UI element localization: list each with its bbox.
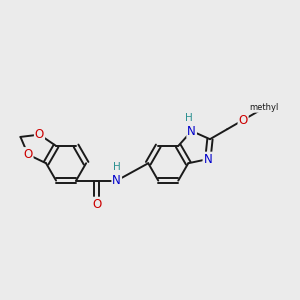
Text: N: N	[203, 153, 212, 166]
Text: O: O	[35, 128, 44, 141]
Text: methyl: methyl	[250, 103, 279, 112]
Text: N: N	[112, 174, 121, 187]
Text: O: O	[238, 113, 248, 127]
Text: N: N	[187, 124, 196, 137]
Text: H: H	[113, 162, 121, 172]
Text: O: O	[23, 148, 33, 161]
Text: O: O	[92, 198, 101, 211]
Text: H: H	[185, 113, 193, 123]
